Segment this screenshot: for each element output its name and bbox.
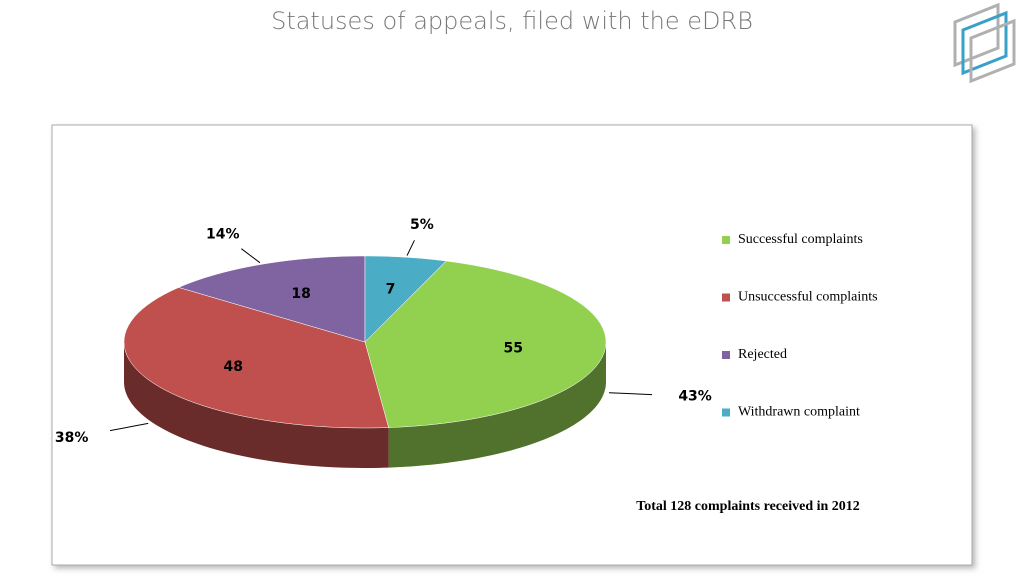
value-label: 48 [223, 359, 242, 375]
pie-slice-side [124, 342, 389, 468]
pie-slice-side [388, 342, 606, 468]
legend-swatch [722, 293, 730, 302]
percent-label: 43% [678, 389, 712, 405]
percent-label: 14% [206, 227, 240, 243]
leader-line [406, 240, 415, 256]
annotation: Total 128 complaints received in 2012 [636, 499, 860, 514]
logo [953, 2, 1016, 84]
leader-line [109, 422, 149, 432]
value-label: 55 [504, 341, 523, 357]
value-label: 18 [291, 286, 310, 302]
pie-slice [123, 287, 389, 429]
legend-label: Successful complaints [738, 232, 863, 247]
leader-line [241, 248, 261, 264]
pie: 55 43% 48 38% 18 14% 7 5% [55, 217, 712, 468]
percent-label: 5% [410, 217, 434, 233]
pie-slice [177, 255, 366, 343]
legend-swatch [722, 408, 730, 417]
legend-label: Unsuccessful complaints [738, 290, 878, 305]
percent-label: 38% [55, 430, 89, 446]
leader-line [608, 392, 653, 396]
pie-slice [364, 260, 607, 428]
legend-swatch [722, 351, 730, 359]
legend-label: Withdrawn complaint [738, 405, 860, 420]
value-label: 7 [386, 281, 396, 297]
legend-swatch [722, 236, 730, 244]
pie-slice [364, 255, 447, 343]
slide-title: Statuses of appeals, filed with the eDRB [271, 7, 753, 35]
legend-label: Rejected [738, 347, 787, 362]
